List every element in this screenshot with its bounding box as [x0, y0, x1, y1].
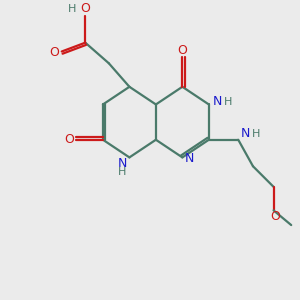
- Text: O: O: [270, 210, 280, 223]
- Text: H: H: [118, 167, 126, 177]
- Text: O: O: [177, 44, 187, 56]
- Text: O: O: [80, 2, 90, 15]
- Text: N: N: [185, 152, 194, 165]
- Text: O: O: [50, 46, 59, 59]
- Text: N: N: [241, 128, 250, 140]
- Text: N: N: [213, 95, 222, 108]
- Text: H: H: [224, 97, 232, 106]
- Text: H: H: [252, 129, 260, 139]
- Text: O: O: [64, 133, 74, 146]
- Text: N: N: [117, 157, 127, 170]
- Text: H: H: [68, 4, 76, 14]
